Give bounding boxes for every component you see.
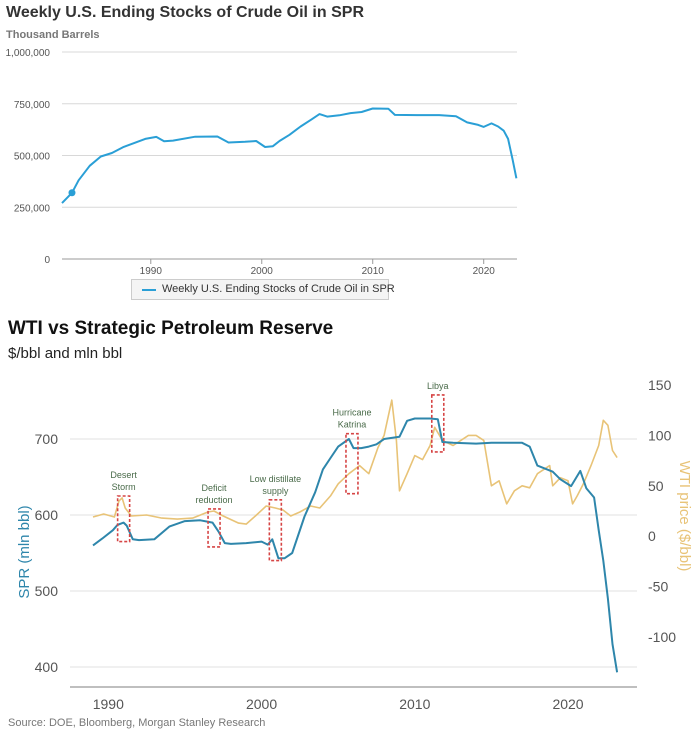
event-annotation-label: Hurricane (332, 408, 371, 418)
legend-swatch-icon (142, 289, 156, 291)
x-tick-label: 1990 (140, 266, 163, 277)
right-y-tick-label: 50 (648, 478, 664, 494)
right-y-tick-label: 0 (648, 528, 656, 544)
x-tick-label: 2000 (246, 696, 277, 712)
y-tick-label: 250,000 (14, 203, 51, 214)
spr-weekly-chart: 0 250,000 500,000 750,000 1,000,000 1990 2000 2… (6, 48, 518, 277)
y-axis-unit-label: Thousand Barrels (6, 29, 100, 41)
left-y-tick-label: 500 (35, 583, 59, 599)
highlight-point-marker (68, 189, 76, 197)
spr-series-line (92, 417, 619, 673)
event-annotation-label: Deficit (202, 483, 228, 493)
event-annotation-label: Storm (112, 482, 136, 492)
right-y-tick-label: 100 (648, 427, 672, 443)
right-y-tick-label: 150 (648, 377, 672, 393)
event-annotation-label: reduction (196, 495, 233, 505)
event-highlight-box (345, 432, 359, 495)
event-annotation-label: Katrina (338, 420, 367, 430)
left-y-axis-title: SPR (mln bbl) (16, 505, 33, 598)
event-annotation-label: Libya (427, 381, 449, 391)
chart-legend[interactable]: Weekly U.S. Ending Stocks of Crude Oil i… (131, 279, 395, 300)
chart-subtitle: $/bbl and mln bbl (8, 345, 123, 362)
source-note: Source: DOE, Bloomberg, Morgan Stanley R… (8, 717, 266, 729)
event-highlight-box (207, 508, 221, 548)
x-tick-label: 2010 (362, 266, 385, 277)
right-y-tick-label: -50 (648, 579, 668, 595)
event-annotation-label: Low distillate (250, 474, 302, 484)
event-highlight-box (268, 499, 283, 562)
legend-label: Weekly U.S. Ending Stocks of Crude Oil i… (162, 283, 395, 295)
left-y-tick-label: 600 (35, 507, 59, 523)
chart-title: WTI vs Strategic Petroleum Reserve (8, 318, 334, 339)
right-y-tick-label: -100 (648, 629, 676, 645)
x-tick-label: 2020 (552, 696, 583, 712)
chart-title: Weekly U.S. Ending Stocks of Crude Oil i… (6, 4, 364, 21)
left-y-tick-label: 700 (35, 431, 59, 447)
left-y-tick-label: 400 (35, 659, 59, 675)
y-tick-label: 0 (44, 255, 50, 266)
x-tick-label: 2000 (251, 266, 274, 277)
x-tick-label: 2020 (473, 266, 496, 277)
y-tick-label: 500,000 (14, 152, 51, 163)
y-tick-label: 750,000 (14, 100, 51, 111)
x-tick-label: 1990 (93, 696, 124, 712)
event-annotation-label: Desert (110, 470, 137, 480)
wti-vs-spr-chart: 400 500 600 700 -100 -50 0 50 100 150 1990 2000 2010… (16, 377, 693, 712)
spr-stocks-series-line (61, 107, 518, 204)
right-y-axis-title: WTI price ($/bbl) (676, 461, 693, 572)
wti-vs-spr-chart-panel: WTI vs Strategic Petroleum Reserve $/bbl… (0, 308, 700, 742)
x-tick-label: 2010 (399, 696, 430, 712)
event-highlight-box (116, 495, 131, 543)
y-tick-label: 1,000,000 (6, 48, 51, 59)
spr-weekly-chart-panel: Weekly U.S. Ending Stocks of Crude Oil i… (0, 0, 700, 308)
event-annotation-label: supply (262, 486, 289, 496)
event-highlight-box (430, 394, 445, 453)
wti-price-series-line (92, 399, 618, 525)
